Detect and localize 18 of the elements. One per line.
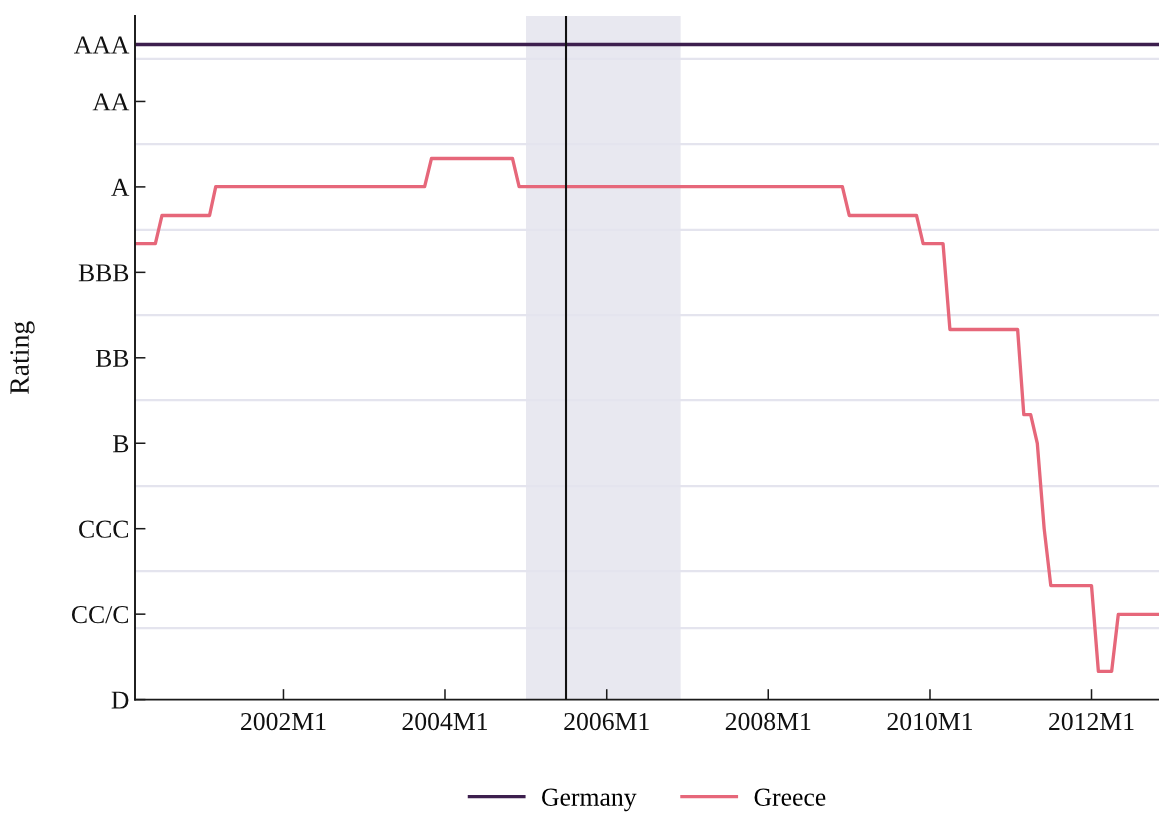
text: B xyxy=(113,435,129,453)
text: D xyxy=(111,691,129,709)
text: AAA xyxy=(74,36,130,54)
x-tick-label: 2010M1 xyxy=(887,712,972,731)
x-tick-label: 2008M1 xyxy=(725,712,811,731)
y-axis-title: Rating xyxy=(10,321,35,395)
legend-label: Germany xyxy=(542,788,637,812)
text: CC/C xyxy=(71,606,129,624)
x-tick-label: 2006M1 xyxy=(564,712,649,731)
legend-label: Greece xyxy=(754,788,826,806)
text: BBB xyxy=(78,264,129,282)
text: AA xyxy=(92,93,130,111)
x-tick-label: 2012M1 xyxy=(1049,712,1134,731)
x-tick-label: 2004M1 xyxy=(402,712,487,731)
text: A xyxy=(111,178,130,196)
text: BB xyxy=(95,349,129,367)
text: CCC xyxy=(79,520,129,538)
x-tick-label: 2002M1 xyxy=(241,712,326,731)
